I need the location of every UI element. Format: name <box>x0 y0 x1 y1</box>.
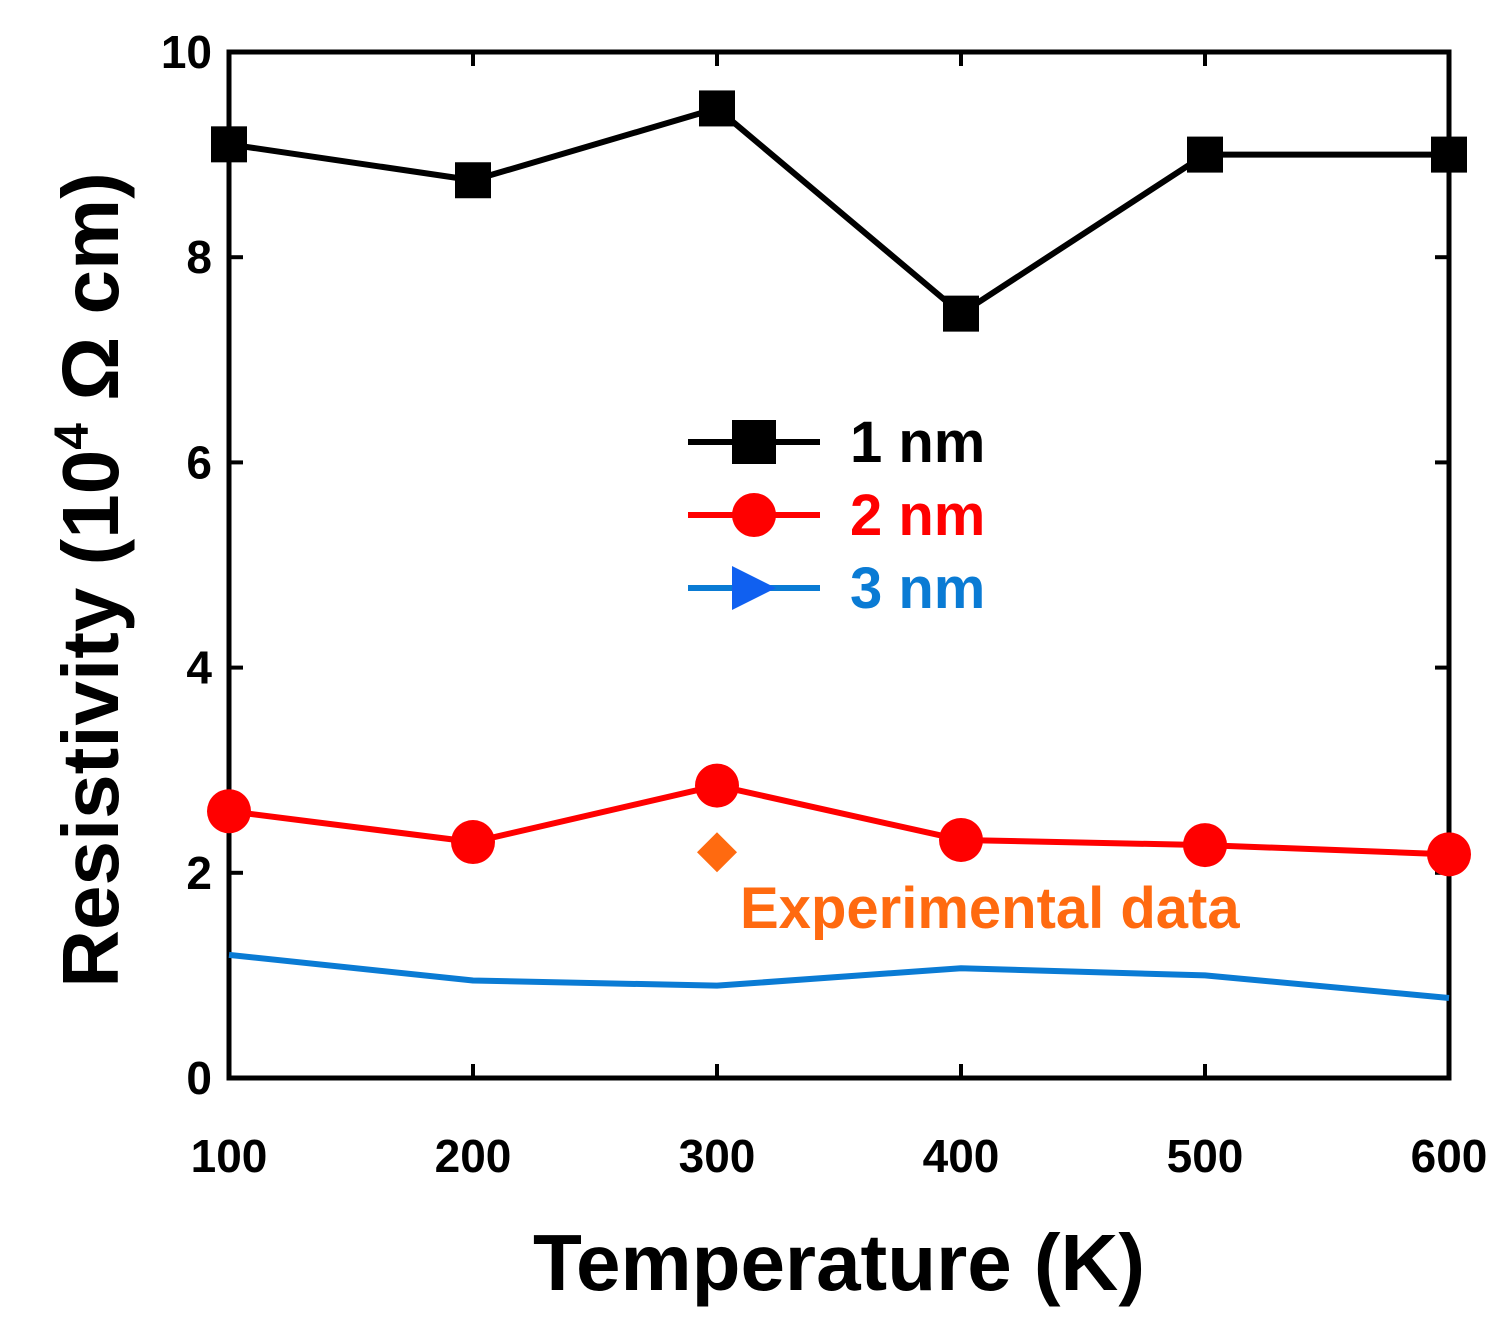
y-axis-title-suffix: Ω cm) <box>46 172 135 423</box>
y-tick-label: 2 <box>186 847 212 899</box>
experimental-group: Experimental data <box>697 832 1240 941</box>
y-tick-label: 8 <box>186 231 212 283</box>
x-tick-label: 600 <box>1411 1130 1488 1182</box>
y-tick-label: 0 <box>186 1052 212 1104</box>
legend-label: 3 nm <box>850 556 985 621</box>
y-axis-title: Resistivity (104 Ω cm) <box>46 172 135 988</box>
x-tick-label: 100 <box>191 1130 268 1182</box>
data-point <box>1427 832 1471 877</box>
legend-label: 2 nm <box>850 483 985 548</box>
experimental-point <box>697 832 737 873</box>
legend-item: 2 nm <box>688 483 985 548</box>
data-point <box>455 162 491 199</box>
series-line <box>228 105 1449 317</box>
legend-item: 1 nm <box>688 410 985 475</box>
legend-marker <box>732 420 776 464</box>
data-point <box>1183 823 1227 868</box>
legend: 1 nm 2 nm 3 nm <box>688 410 985 621</box>
series-group <box>207 90 1471 1001</box>
x-tick-label: 200 <box>435 1130 512 1182</box>
y-tick-label: 6 <box>186 436 212 488</box>
data-point <box>695 763 739 808</box>
y-axis-title-superscript: 4 <box>46 423 99 450</box>
y-axis-title-prefix: Resistivity (10 <box>46 450 135 988</box>
data-point <box>939 817 983 862</box>
data-point <box>943 295 979 332</box>
experimental-data-label: Experimental data <box>740 876 1240 941</box>
series-1-nm <box>211 90 1467 332</box>
data-point <box>211 126 247 163</box>
x-tick-label: 500 <box>1167 1130 1244 1182</box>
data-point <box>1187 136 1223 173</box>
ticks: 100 200 300 400 500 600 0 2 4 6 8 10 <box>161 26 1488 1182</box>
data-point <box>699 90 735 127</box>
legend-marker <box>732 566 776 610</box>
y-tick-label: 10 <box>161 26 212 78</box>
legend-label: 1 nm <box>850 410 985 475</box>
data-point <box>451 820 495 865</box>
series-line <box>228 782 1450 858</box>
x-tick-label: 300 <box>679 1130 756 1182</box>
data-point <box>207 789 251 834</box>
series-2-nm <box>207 763 1471 877</box>
axes <box>226 49 1452 1081</box>
data-point <box>1431 136 1467 173</box>
legend-marker <box>732 493 776 537</box>
x-axis-title: Temperature (K) <box>533 1218 1145 1307</box>
series-line <box>228 951 1450 1001</box>
series-3-nm <box>228 951 1450 1001</box>
x-tick-label: 400 <box>923 1130 1000 1182</box>
y-tick-label: 4 <box>186 642 212 694</box>
legend-item: 3 nm <box>688 556 985 621</box>
plot-frame <box>226 49 1452 1081</box>
